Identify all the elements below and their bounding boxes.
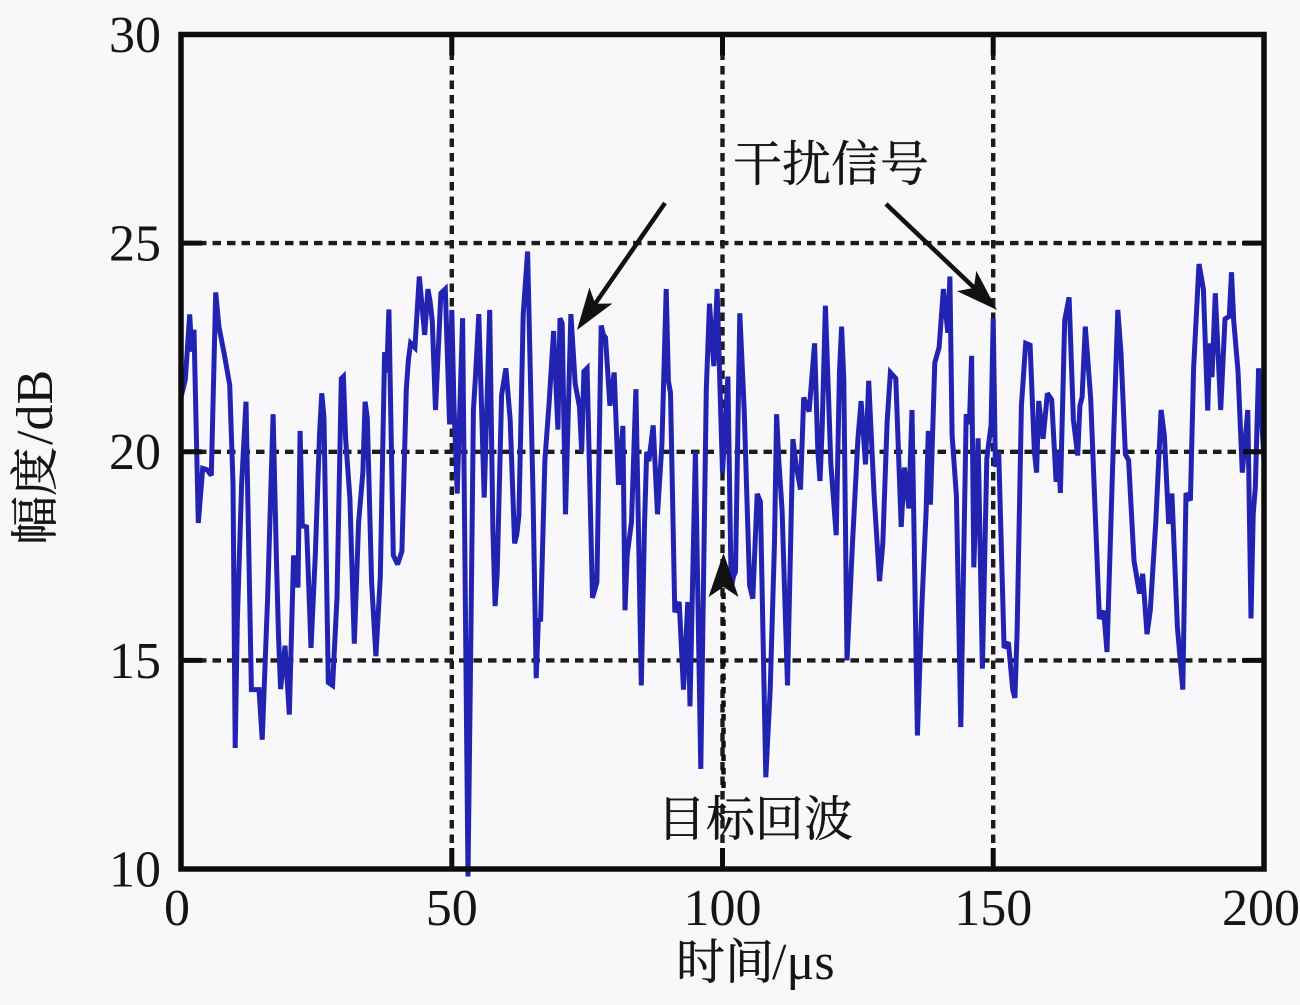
svg-text:0: 0 — [164, 880, 190, 937]
svg-text:/dB: /dB — [7, 370, 64, 445]
svg-text:30: 30 — [109, 7, 161, 64]
svg-text:25: 25 — [109, 216, 161, 273]
svg-text:200: 200 — [1222, 880, 1300, 937]
svg-text:100: 100 — [684, 880, 762, 937]
svg-text:10: 10 — [109, 842, 161, 899]
svg-text:150: 150 — [954, 880, 1032, 937]
svg-text:15: 15 — [109, 633, 161, 690]
svg-text:20: 20 — [109, 424, 161, 481]
svg-text:/μs: /μs — [772, 934, 835, 991]
svg-text:50: 50 — [426, 880, 478, 937]
